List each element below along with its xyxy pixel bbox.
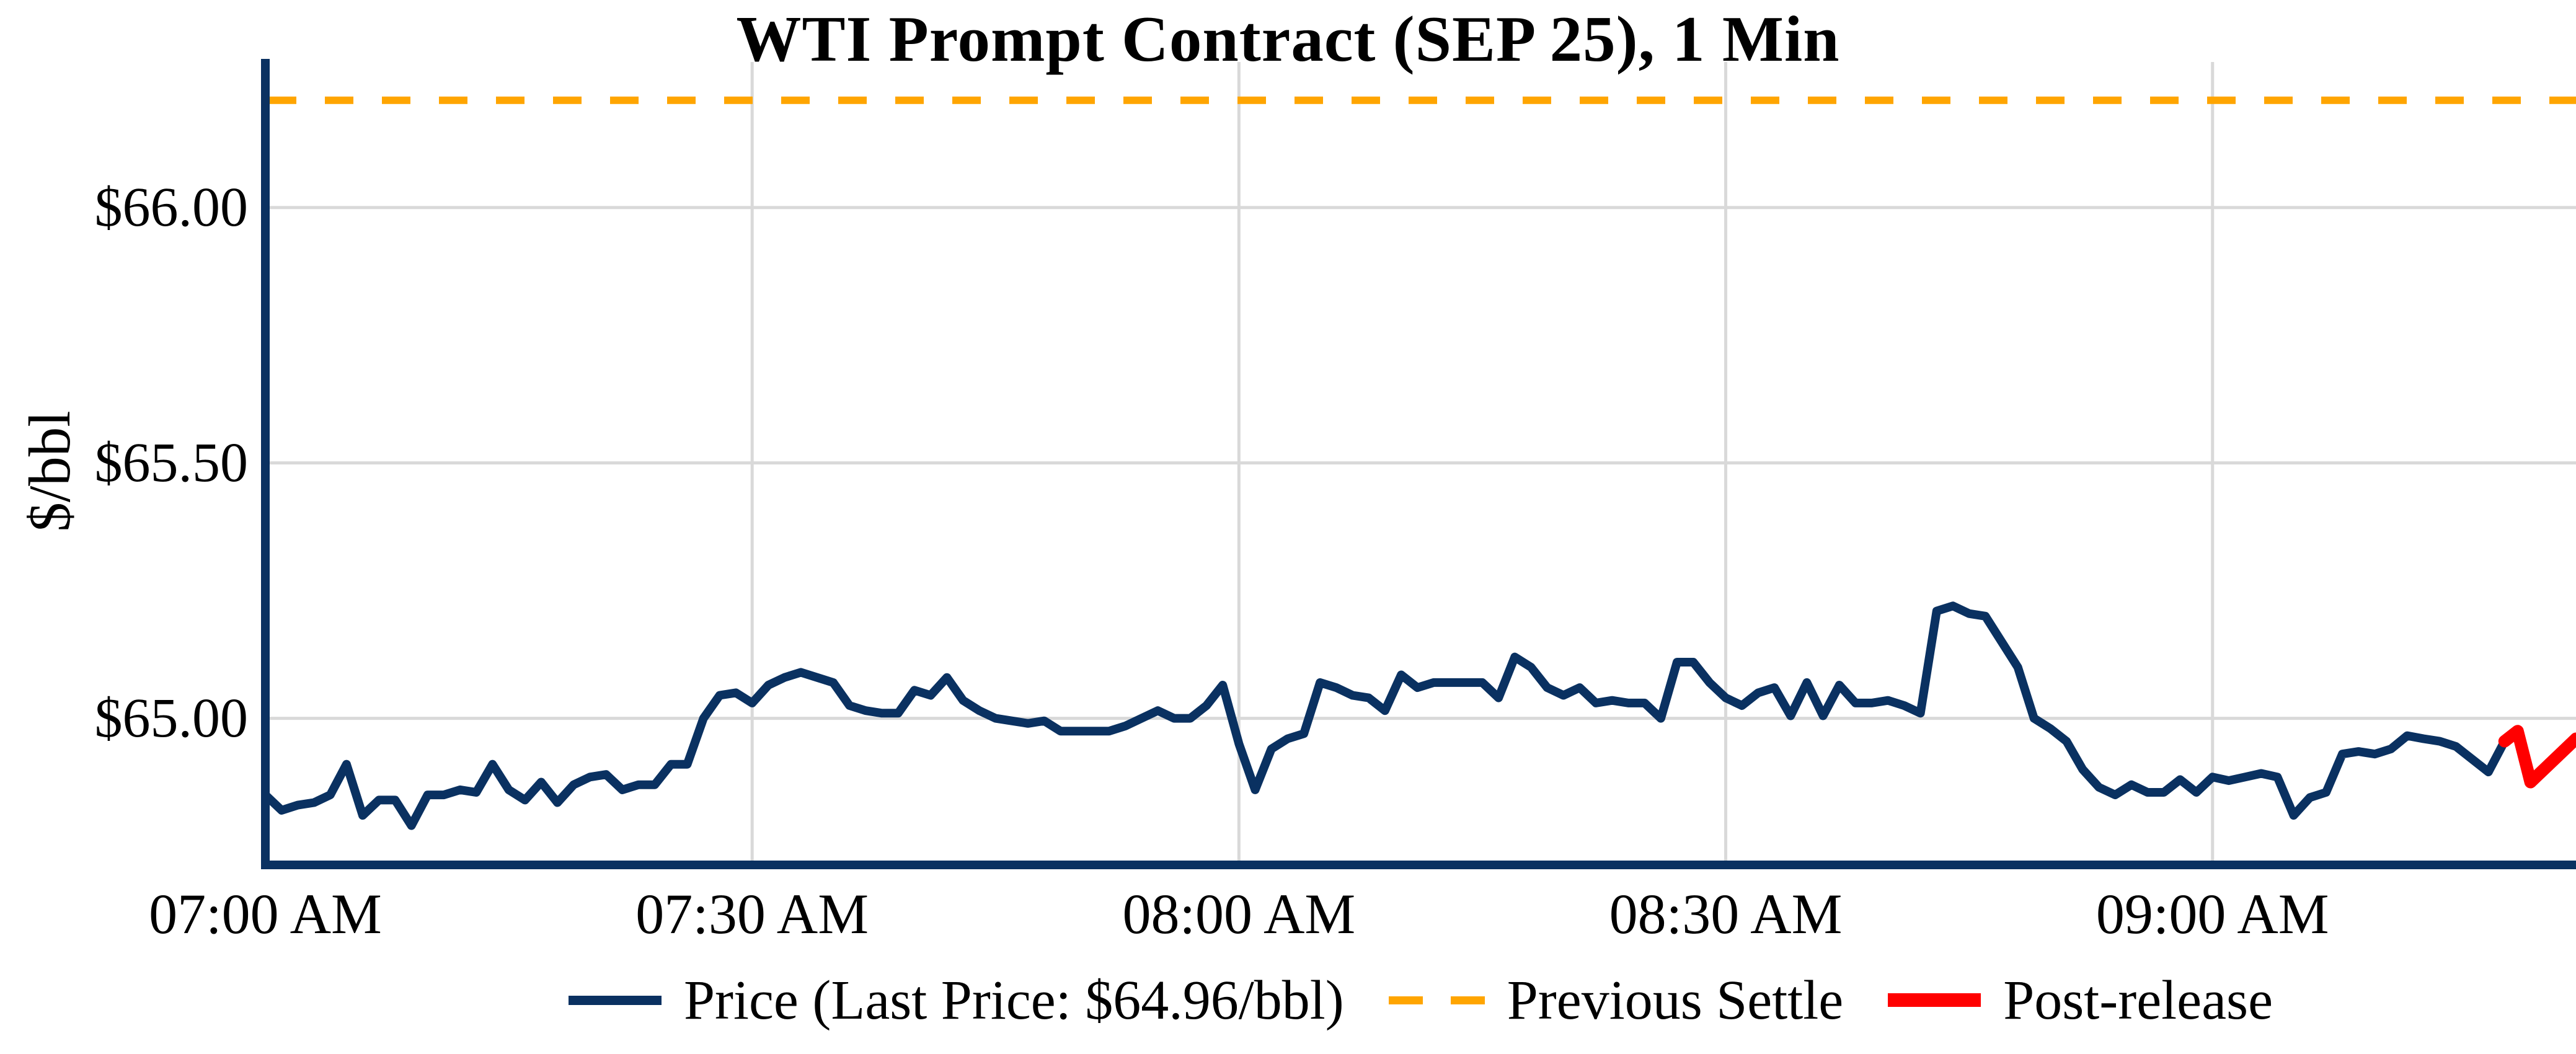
- post-release-swatch: [1888, 993, 1981, 1007]
- legend-item-previous-settle: Previous Settle: [1388, 968, 1844, 1032]
- legend-previous-settle-label: Previous Settle: [1507, 969, 1844, 1031]
- legend-item-post-release: Post-release: [1888, 968, 2273, 1032]
- previous-settle-swatch: [1388, 996, 1485, 1004]
- chart-title: WTI Prompt Contract (SEP 25), 1 Min: [736, 2, 1840, 75]
- x-tick-label: 07:00 AM: [149, 882, 382, 946]
- x-tick-label: 08:30 AM: [1609, 882, 1843, 946]
- post-release-line: [2498, 725, 2576, 789]
- price-line-swatch: [568, 995, 662, 1005]
- x-tick-label: 07:30 AM: [635, 882, 869, 946]
- legend-post-release-label: Post-release: [2003, 969, 2273, 1031]
- y-tick-label: $65.50: [94, 432, 249, 494]
- legend-item-price: Price (Last Price: $64.96/bbl): [568, 968, 1344, 1032]
- legend: Price (Last Price: $64.96/bbl) Previous …: [265, 960, 2576, 1040]
- x-tick-label: 08:00 AM: [1122, 882, 1356, 946]
- y-tick-label: $66.00: [94, 176, 249, 238]
- y-tick-label: $65.00: [94, 687, 249, 749]
- legend-price-label: Price (Last Price: $64.96/bbl): [683, 969, 1344, 1031]
- x-tick-label: 09:00 AM: [2096, 882, 2329, 946]
- price-line: [261, 601, 2509, 830]
